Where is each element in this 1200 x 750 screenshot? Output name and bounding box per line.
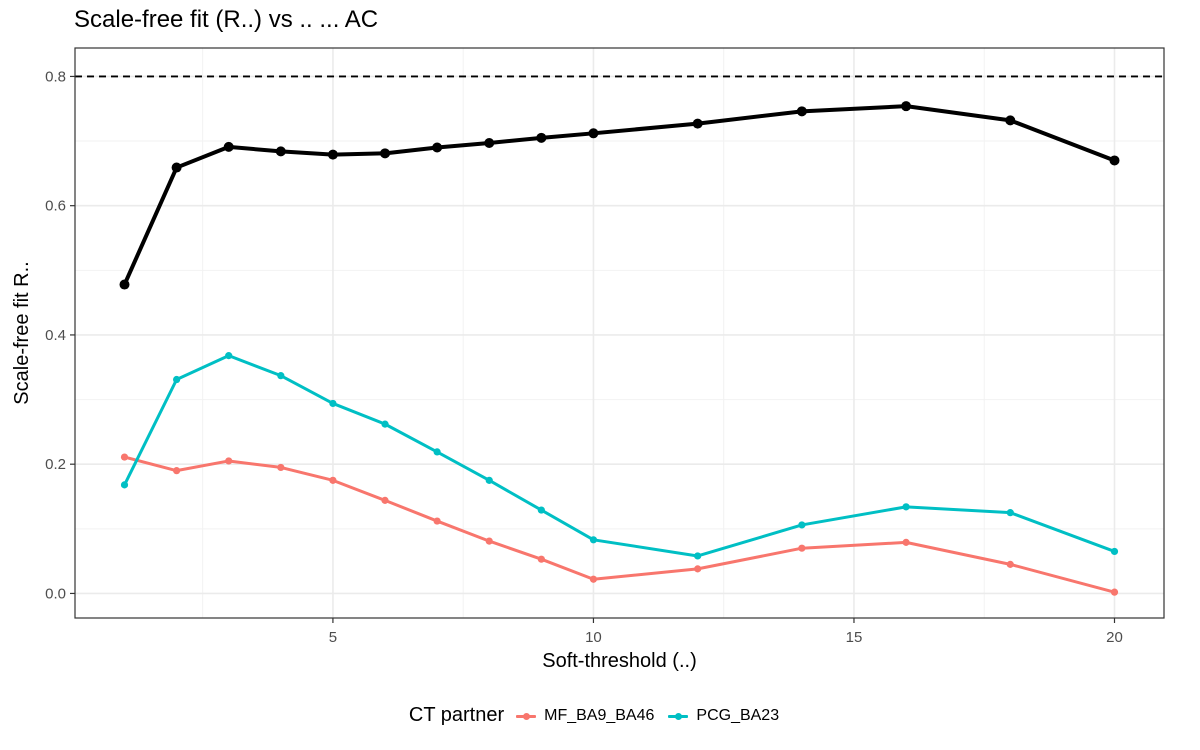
legend-key-mf-ba9-ba46 bbox=[514, 708, 538, 724]
data-point-overall bbox=[1005, 115, 1016, 126]
data-point-MF_BA9_BA46 bbox=[798, 544, 806, 552]
data-point-PCG_BA23 bbox=[381, 420, 389, 428]
legend-label-mf-ba9-ba46: MF_BA9_BA46 bbox=[544, 706, 655, 724]
data-point-overall bbox=[692, 118, 703, 129]
data-point-MF_BA9_BA46 bbox=[173, 467, 181, 475]
data-point-PCG_BA23 bbox=[329, 399, 337, 408]
data-point-MF_BA9_BA46 bbox=[381, 496, 389, 504]
data-point-MF_BA9_BA46 bbox=[1110, 588, 1119, 596]
data-point-MF_BA9_BA46 bbox=[589, 575, 598, 583]
legend-item-pcg-ba23: PCG_BA23 bbox=[666, 707, 779, 725]
data-point-overall bbox=[588, 128, 599, 139]
data-point-PCG_BA23 bbox=[173, 375, 181, 384]
data-point-overall bbox=[327, 149, 338, 160]
data-point-overall bbox=[432, 142, 443, 153]
data-point-overall bbox=[223, 141, 234, 152]
data-point-PCG_BA23 bbox=[694, 552, 702, 560]
x-tick-label: 15 bbox=[846, 629, 863, 646]
data-point-MF_BA9_BA46 bbox=[433, 517, 441, 525]
data-point-PCG_BA23 bbox=[433, 448, 441, 456]
data-point-PCG_BA23 bbox=[225, 352, 233, 360]
data-point-MF_BA9_BA46 bbox=[277, 463, 285, 472]
data-point-MF_BA9_BA46 bbox=[1006, 560, 1014, 568]
data-point-PCG_BA23 bbox=[1110, 547, 1119, 556]
data-point-MF_BA9_BA46 bbox=[485, 537, 493, 545]
data-point-MF_BA9_BA46 bbox=[120, 453, 129, 461]
data-point-overall bbox=[119, 279, 130, 290]
data-point-PCG_BA23 bbox=[277, 372, 285, 380]
data-point-overall bbox=[536, 132, 547, 143]
data-point-PCG_BA23 bbox=[798, 521, 806, 529]
data-point-PCG_BA23 bbox=[120, 481, 129, 489]
data-point-PCG_BA23 bbox=[902, 503, 910, 511]
data-point-MF_BA9_BA46 bbox=[537, 555, 545, 563]
chart-title: Scale-free fit (R..) vs .. ... AC bbox=[74, 6, 379, 33]
data-point-overall bbox=[380, 148, 391, 159]
data-point-overall bbox=[796, 106, 807, 117]
y-tick-label: 0.6 bbox=[45, 198, 66, 215]
y-tick-label: 0.0 bbox=[45, 585, 66, 602]
plot-border bbox=[74, 47, 1165, 619]
data-point-PCG_BA23 bbox=[1006, 509, 1014, 517]
data-point-PCG_BA23 bbox=[537, 506, 545, 514]
data-point-MF_BA9_BA46 bbox=[902, 538, 910, 546]
legend: CT partner MF_BA9_BA46 PCG_BA23 bbox=[0, 704, 1200, 727]
data-point-MF_BA9_BA46 bbox=[225, 457, 233, 465]
legend-label-pcg-ba23: PCG_BA23 bbox=[696, 706, 780, 724]
data-point-MF_BA9_BA46 bbox=[329, 476, 337, 484]
y-axis-title: Scale-free fit R.. bbox=[11, 261, 33, 404]
data-point-PCG_BA23 bbox=[589, 536, 598, 544]
plot-panel bbox=[75, 48, 1164, 618]
x-tick-label: 10 bbox=[585, 629, 602, 646]
data-point-overall bbox=[171, 162, 182, 173]
legend-item-mf-ba9-ba46: MF_BA9_BA46 bbox=[514, 707, 654, 725]
y-tick-label: 0.4 bbox=[45, 327, 66, 344]
legend-key-pcg-ba23 bbox=[666, 708, 690, 724]
data-point-overall bbox=[1109, 155, 1120, 166]
data-point-PCG_BA23 bbox=[485, 476, 493, 484]
x-axis-title: Soft-threshold (..) bbox=[542, 650, 697, 672]
x-tick-label: 20 bbox=[1106, 629, 1123, 646]
data-point-overall bbox=[901, 101, 912, 112]
data-point-overall bbox=[275, 146, 286, 157]
legend-title: CT partner bbox=[408, 704, 505, 726]
data-point-MF_BA9_BA46 bbox=[694, 565, 702, 573]
y-tick-label: 0.8 bbox=[45, 68, 66, 85]
y-tick-label: 0.2 bbox=[45, 456, 66, 473]
data-point-overall bbox=[484, 138, 495, 148]
x-tick-label: 5 bbox=[329, 629, 337, 646]
